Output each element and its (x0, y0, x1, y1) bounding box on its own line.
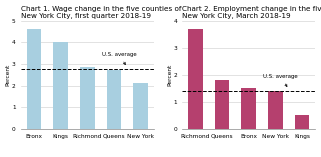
Text: Chart 2. Employment change in the five counties of
New York City, March 2018-19: Chart 2. Employment change in the five c… (182, 5, 321, 19)
Bar (53, 42, 68, 129)
Bar (268, 91, 283, 129)
Bar (241, 88, 256, 129)
Bar (215, 80, 230, 129)
Y-axis label: Percent: Percent (167, 64, 172, 86)
Bar (295, 115, 309, 129)
Text: Chart 1. Wage change in the five counties of
New York City, first quarter 2018-1: Chart 1. Wage change in the five countie… (21, 5, 181, 19)
Y-axis label: Percent: Percent (5, 64, 11, 86)
Bar (80, 67, 94, 129)
Bar (188, 29, 203, 129)
Bar (107, 70, 121, 129)
Bar (133, 83, 148, 129)
Text: U.S. average: U.S. average (264, 74, 298, 87)
Text: U.S. average: U.S. average (102, 52, 136, 65)
Bar (27, 30, 41, 129)
